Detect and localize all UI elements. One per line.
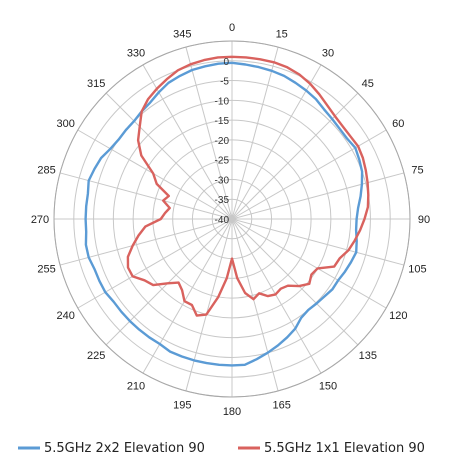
angle-tick-label: 210 (127, 380, 145, 392)
legend-label-1x1: 5.5GHz 1x1 Elevation 90 (264, 441, 425, 456)
angle-tick-label: 30 (322, 48, 334, 60)
angle-tick-label: 165 (273, 399, 291, 411)
series-line-0 (84, 61, 364, 367)
legend-label-2x2: 5.5GHz 2x2 Elevation 90 (44, 441, 205, 456)
series-layer (84, 55, 370, 367)
grid-outer-ring (53, 40, 411, 398)
radial-tick-label: -15 (215, 116, 230, 127)
radial-tick-label: -40 (215, 215, 230, 226)
angle-tick-label: 300 (57, 118, 75, 130)
angle-tick-label: 150 (319, 380, 337, 392)
grid-spoke (231, 92, 359, 220)
angle-tick-label: 120 (389, 310, 407, 322)
angle-tick-label: 255 (37, 264, 55, 276)
radial-tick-label: -25 (215, 156, 230, 167)
angle-tick-label: 180 (223, 406, 241, 418)
grid-spoke (231, 218, 359, 346)
angle-tick-labels: 0 15 30 45 60 75 90 105 120 135 150 165 180 195 210 225… (31, 22, 430, 418)
grid-spoke (231, 218, 405, 266)
grid-spoke (185, 218, 233, 392)
angle-tick-label: 135 (359, 350, 377, 362)
angle-tick-label: 315 (87, 78, 105, 90)
grid-spoke (142, 64, 233, 220)
grid-spoke (77, 218, 233, 309)
grid-spoke (231, 172, 405, 220)
angle-tick-label: 0 (229, 22, 235, 34)
polar-grid (53, 40, 411, 398)
radial-tick-label: -30 (215, 175, 230, 186)
angle-tick-label: 15 (276, 29, 288, 41)
grid-spoke (105, 218, 233, 346)
grid-spoke (77, 129, 233, 220)
grid-spoke (231, 218, 387, 309)
radial-tick-label: -5 (220, 77, 229, 88)
radial-tick-label: -20 (215, 136, 230, 147)
grid-spoke (231, 129, 387, 220)
legend: 5.5GHz 2x2 Elevation 90 5.5GHz 1x1 Eleva… (18, 441, 425, 456)
angle-tick-label: 90 (418, 214, 430, 226)
series-line-1 (126, 55, 370, 317)
angle-tick-label: 270 (31, 214, 49, 226)
grid-spoke (105, 92, 233, 220)
angle-tick-label: 60 (392, 118, 404, 130)
angle-tick-label: 195 (173, 399, 191, 411)
angle-tick-label: 45 (362, 78, 374, 90)
grid-spoke (231, 218, 322, 374)
angle-tick-label: 225 (87, 350, 105, 362)
angle-tick-label: 240 (57, 310, 75, 322)
angle-tick-label: 75 (411, 164, 423, 176)
grid-spoke (185, 46, 233, 220)
angle-tick-label: 105 (408, 264, 426, 276)
radial-tick-label: -35 (215, 195, 230, 206)
grid-spoke (142, 218, 233, 374)
radial-tick-labels: 0 -5 -10 -15 -20 -25 -30 -35 -40 (215, 57, 230, 226)
angle-tick-label: 285 (37, 164, 55, 176)
grid-spoke (231, 46, 279, 220)
grid-spoke (231, 218, 279, 392)
radial-tick-label: -10 (215, 96, 230, 107)
radial-tick-label: 0 (223, 57, 229, 68)
angle-tick-label: 330 (127, 48, 145, 60)
angle-tick-label: 345 (173, 29, 191, 41)
